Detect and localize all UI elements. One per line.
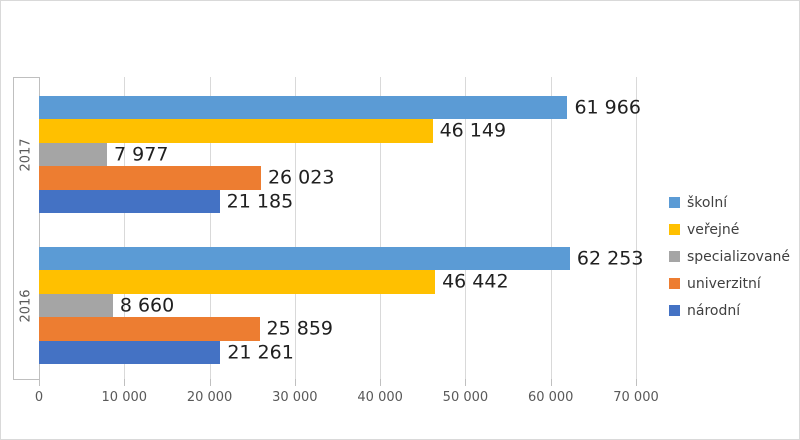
legend-label: národní: [687, 302, 741, 319]
x-axis-tick-label: 10 000: [101, 390, 148, 405]
x-axis-tick: [550, 379, 552, 386]
bar-2016-series-3: [39, 293, 113, 318]
category-axis-bottom-tick: [13, 379, 39, 380]
category-axis-line: [39, 77, 40, 379]
bar-2016-series-2: [39, 270, 436, 294]
legend-marker-icon: [669, 251, 680, 262]
category-axis-top-tick: [13, 77, 39, 78]
legend-marker-icon: [669, 278, 680, 289]
legend-item: školní: [669, 189, 790, 216]
legend-label: školní: [687, 194, 728, 211]
bar-data-label: 8 660: [119, 294, 175, 316]
x-axis-tick-label: 20 000: [186, 390, 233, 405]
bar-data-label: 25 859: [266, 317, 334, 340]
bar-2017-series-1: [39, 95, 568, 120]
legend-item: univerzitní: [669, 270, 790, 297]
x-axis-tick-label: 50 000: [442, 390, 489, 405]
gridline: [636, 77, 637, 379]
x-axis-tick-label: 40 000: [357, 390, 403, 405]
bar-data-label: 46 149: [439, 119, 507, 142]
legend-label: specializované: [687, 248, 791, 265]
x-axis-tick-label: 70 000: [613, 390, 659, 405]
bar-data-label: 26 023: [267, 166, 335, 189]
bar-2017-series-3: [39, 142, 108, 167]
x-axis-tick-label: 0: [34, 390, 44, 405]
x-axis-tick: [380, 379, 382, 386]
gridline: [380, 77, 382, 379]
gridline: [209, 77, 211, 379]
category-axis-outer-line: [13, 77, 14, 379]
bar-data-label: 21 185: [226, 190, 294, 212]
gridline: [124, 77, 126, 379]
bar-2017-series-4: [39, 166, 261, 190]
legend-label: univerzitní: [687, 275, 761, 292]
category-label: 2016: [18, 288, 34, 323]
x-axis-tick: [209, 379, 211, 386]
x-axis-tick: [124, 379, 126, 386]
x-axis-tick: [636, 379, 637, 386]
bar-2016-series-5: [39, 340, 221, 365]
x-axis-tick-label: 60 000: [527, 390, 574, 405]
bar-data-label: 61 966: [574, 96, 641, 118]
x-axis-tick: [39, 379, 40, 386]
bar-data-label: 46 442: [442, 270, 509, 293]
legend-marker-icon: [669, 197, 680, 208]
legend-item: veřejné: [669, 216, 790, 243]
legend-label: veřejné: [687, 221, 740, 238]
category-label: 2017: [18, 137, 34, 172]
x-axis-tick-label: 30 000: [272, 390, 318, 405]
gridline: [550, 77, 552, 379]
gridline: [294, 77, 296, 379]
legend-item: specializované: [669, 243, 790, 270]
bar-2017-series-5: [39, 189, 220, 214]
bar-2016-series-4: [39, 317, 260, 341]
bar-data-label: 7 977: [114, 143, 169, 165]
legend: školní veřejné specializované univerzitní ná…: [669, 189, 790, 324]
legend-item: národní: [669, 297, 790, 324]
x-axis-tick: [294, 379, 296, 386]
bar-data-label: 62 253: [576, 247, 644, 269]
x-axis-tick: [465, 379, 467, 386]
gridline: [465, 77, 467, 379]
bar-data-label: 21 261: [227, 341, 294, 363]
bar-2016-series-1: [39, 246, 570, 271]
legend-marker-icon: [669, 305, 680, 316]
bar-2017-series-2: [39, 119, 433, 143]
legend-marker-icon: [669, 224, 680, 235]
